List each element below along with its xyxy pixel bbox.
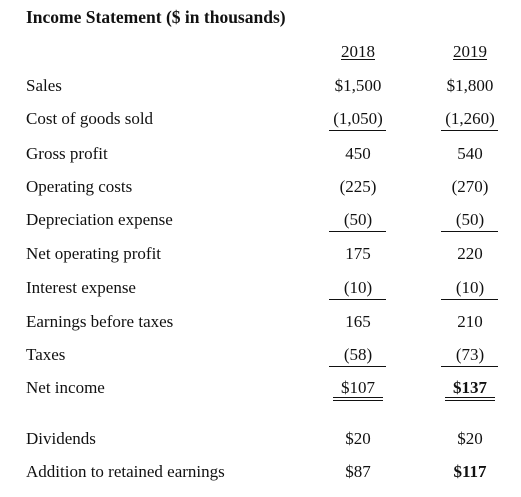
value-2018: (58) [343,345,373,364]
row-addition-to-retained-earnings: Addition to retained earnings $87 $117 [0,462,521,486]
row-label: Cost of goods sold [26,109,154,128]
value-2019: (50) [455,210,485,229]
row-label: Addition to retained earnings [26,462,225,481]
row-interest-expense: Interest expense (10) (10) [0,278,521,302]
total-rule-2019-a [445,397,495,398]
row-earnings-before-taxes: Earnings before taxes 165 210 [0,312,521,336]
value-2019: 220 [457,244,483,263]
row-label: Interest expense [26,278,136,297]
row-net-income: Net income $107 $137 [0,378,521,402]
value-2018: (10) [343,278,373,297]
row-net-operating-profit: Net operating profit 175 220 [0,244,521,268]
row-label: Net income [26,378,105,397]
value-2018: 450 [345,144,371,163]
row-label: Taxes [26,345,66,364]
subtotal-rule-2018 [329,130,386,131]
row-label: Depreciation expense [26,210,173,229]
subtotal-rule-2019 [441,231,498,232]
subtotal-rule-2019 [441,299,498,300]
row-label: Gross profit [26,144,108,163]
value-2018: (225) [339,177,377,196]
value-2018: $20 [345,429,371,448]
row-gross-profit: Gross profit 450 540 [0,144,521,168]
value-2018: $1,500 [334,76,382,95]
column-header-2018: 2018 [341,42,375,61]
subtotal-rule-2019 [441,366,498,367]
subtotal-rule-2018 [329,366,386,367]
row-label: Dividends [26,429,96,448]
column-header-2019: 2019 [453,42,487,61]
value-2018: $107 [341,378,375,397]
row-dividends: Dividends $20 $20 [0,429,521,453]
total-rule-2019-b [445,400,495,401]
total-rule-2018-a [333,397,383,398]
value-2018: (50) [343,210,373,229]
value-2019: (1,260) [445,109,495,128]
value-2019: $20 [457,429,483,448]
subtotal-rule-2019 [441,130,498,131]
value-2019: $117 [453,462,487,481]
row-cost-of-goods-sold: Cost of goods sold (1,050) (1,260) [0,109,521,133]
row-label: Net operating profit [26,244,162,263]
value-2018: 175 [345,244,371,263]
value-2019: (73) [455,345,485,364]
value-2019: (270) [451,177,489,196]
value-2018: $87 [345,462,371,481]
value-2019: 540 [457,144,483,163]
row-label: Operating costs [26,177,133,196]
row-taxes: Taxes (58) (73) [0,345,521,369]
subtotal-rule-2018 [329,231,386,232]
row-sales: Sales $1,500 $1,800 [0,76,521,100]
row-depreciation-expense: Depreciation expense (50) (50) [0,210,521,234]
value-2019: $1,800 [446,76,494,95]
row-label: Sales [26,76,62,95]
value-2019: (10) [455,278,485,297]
subtotal-rule-2018 [329,299,386,300]
value-2018: (1,050) [333,109,383,128]
row-operating-costs: Operating costs (225) (270) [0,177,521,201]
value-2019: $137 [453,378,487,397]
statement-title: Income Statement ($ in thousands) [26,7,286,27]
total-rule-2018-b [333,400,383,401]
value-2019: 210 [457,312,483,331]
value-2018: 165 [345,312,371,331]
row-label: Earnings before taxes [26,312,174,331]
